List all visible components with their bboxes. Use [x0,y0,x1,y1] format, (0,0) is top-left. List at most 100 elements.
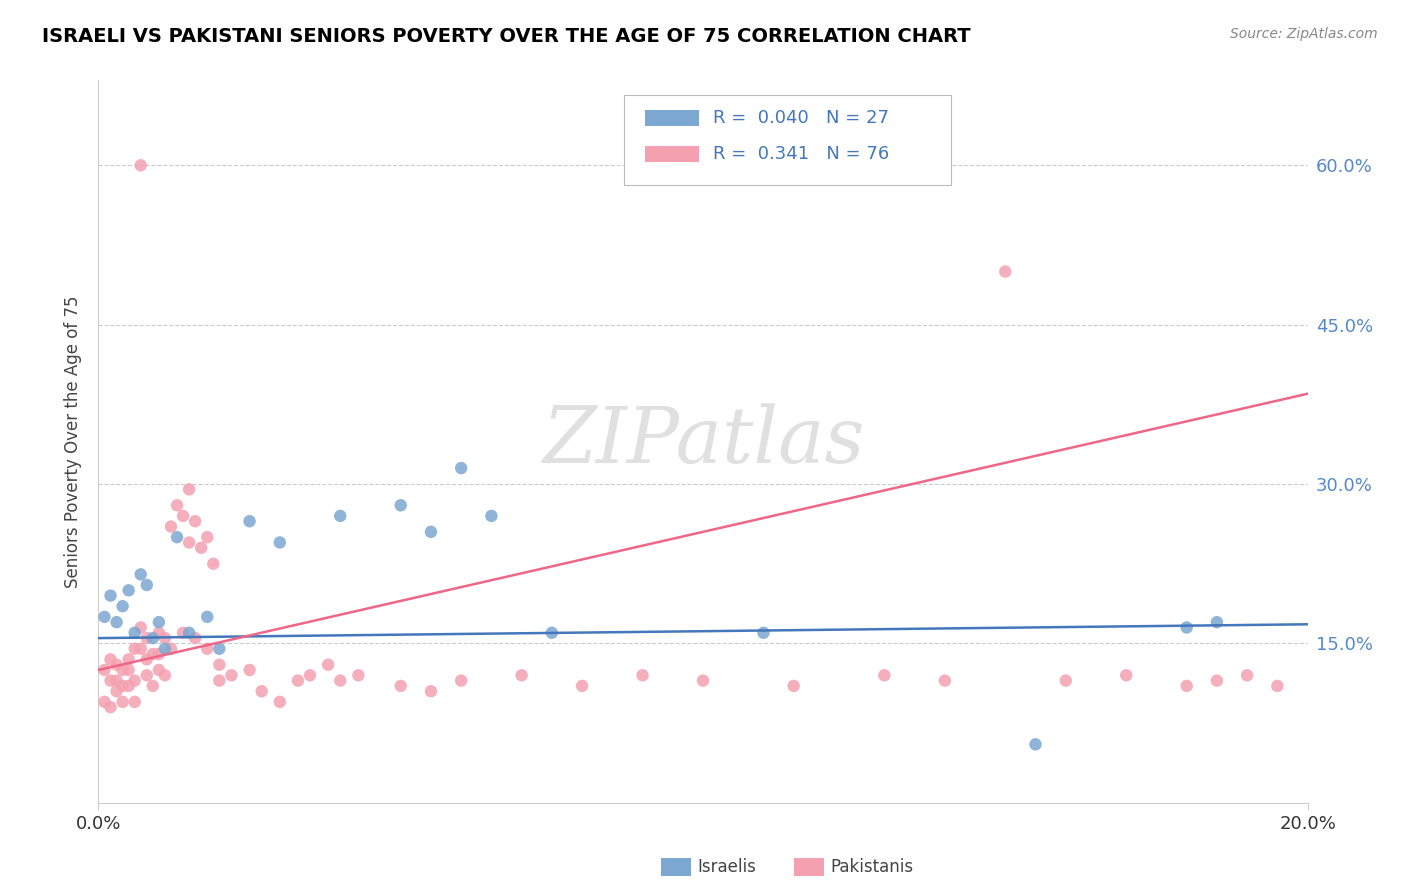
Point [93,610,115,624]
Point [1236,668,1258,682]
Point [250,684,273,698]
Point [299,668,322,682]
Point [166,498,188,512]
Point [93,695,115,709]
Point [420,524,443,539]
Point [129,641,152,656]
Bar [645,110,699,126]
Point [148,663,170,677]
Point [153,668,176,682]
Point [100,673,122,688]
Point [692,673,714,688]
Point [208,673,231,688]
Point [105,615,128,630]
Point [239,663,262,677]
Text: Source: ZipAtlas.com: Source: ZipAtlas.com [1230,27,1378,41]
Point [1175,620,1198,634]
Point [208,657,231,672]
Text: ZIPatlas: ZIPatlas [541,403,865,480]
Point [124,673,146,688]
Point [142,679,165,693]
Point [124,695,146,709]
Point [135,652,157,666]
Point [148,625,170,640]
Point [450,673,472,688]
Point [420,684,443,698]
Point [184,631,207,645]
Point [160,641,183,656]
Point [135,668,157,682]
Point [389,498,412,512]
Point [100,652,122,666]
Point [129,620,152,634]
Point [631,668,654,682]
Point [269,535,291,549]
Point [329,673,352,688]
Point [124,641,146,656]
Text: R =  0.341   N = 76: R = 0.341 N = 76 [713,145,889,163]
FancyBboxPatch shape [624,95,950,185]
Point [329,508,352,523]
Point [166,530,188,544]
Point [1054,673,1077,688]
Bar [661,858,690,877]
Point [571,679,593,693]
Point [135,631,157,645]
Point [316,657,339,672]
Point [540,625,562,640]
Point [111,679,134,693]
Point [202,557,225,571]
Point [153,641,176,656]
Point [195,641,218,656]
Point [1024,737,1046,751]
Point [1206,615,1229,630]
Point [100,589,122,603]
Point [172,625,194,640]
Point [221,668,243,682]
Point [347,668,370,682]
Point [190,541,212,555]
Point [129,158,152,172]
Point [934,673,956,688]
Text: Pakistanis: Pakistanis [830,858,912,876]
Point [873,668,896,682]
Point [1115,668,1137,682]
Point [105,657,128,672]
Point [783,679,806,693]
Point [1175,679,1198,693]
Point [184,514,207,528]
Point [142,631,165,645]
Point [179,535,201,549]
Point [105,673,128,688]
Bar [645,146,699,162]
Point [93,663,115,677]
Point [148,647,170,661]
Text: Israelis: Israelis [697,858,756,876]
Point [100,700,122,714]
Point [153,631,176,645]
Point [994,264,1017,278]
Point [111,599,134,614]
Point [208,641,231,656]
Point [135,578,157,592]
Point [124,625,146,640]
Point [118,663,141,677]
Point [129,567,152,582]
Point [179,625,201,640]
Point [287,673,309,688]
Point [179,483,201,497]
Point [239,514,262,528]
Point [389,679,412,693]
Point [142,647,165,661]
Point [118,679,141,693]
Point [752,625,775,640]
Point [481,508,503,523]
Point [160,519,183,533]
Bar [793,858,824,877]
Text: ISRAELI VS PAKISTANI SENIORS POVERTY OVER THE AGE OF 75 CORRELATION CHART: ISRAELI VS PAKISTANI SENIORS POVERTY OVE… [42,27,970,45]
Point [105,684,128,698]
Point [111,695,134,709]
Text: R =  0.040   N = 27: R = 0.040 N = 27 [713,109,889,127]
Point [118,652,141,666]
Point [1267,679,1289,693]
